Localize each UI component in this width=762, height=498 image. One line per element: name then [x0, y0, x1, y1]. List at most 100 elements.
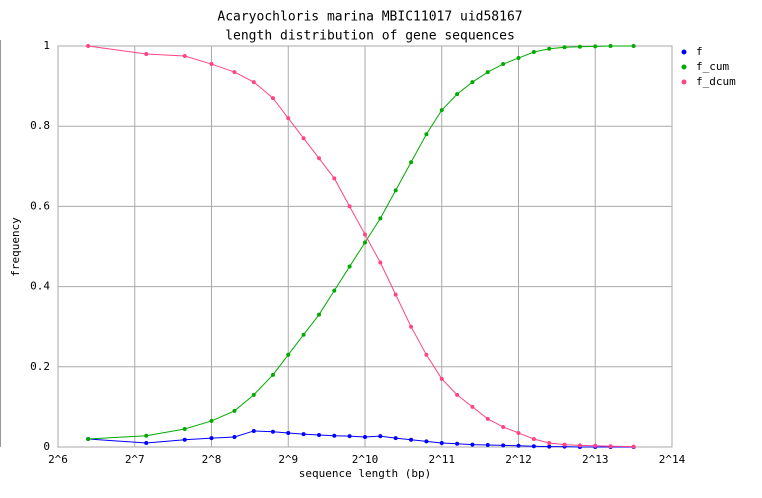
- data-point: [232, 408, 237, 413]
- data-point: [547, 444, 552, 449]
- x-tick-label: 2^14: [659, 453, 686, 466]
- data-point: [593, 44, 598, 49]
- y-tick-label: 0.4: [30, 280, 50, 293]
- data-point: [562, 45, 567, 50]
- data-point: [144, 440, 149, 445]
- data-point: [144, 433, 149, 438]
- data-point: [286, 116, 291, 121]
- y-tick-label: 0.8: [30, 119, 50, 132]
- data-point: [332, 176, 337, 181]
- data-point: [347, 434, 352, 439]
- y-tick-label: 0.2: [30, 360, 50, 373]
- x-tick-label: 2^9: [278, 453, 298, 466]
- data-point: [531, 436, 536, 441]
- data-point: [516, 430, 521, 435]
- data-point: [332, 288, 337, 293]
- data-point: [317, 432, 322, 437]
- data-point: [470, 404, 475, 409]
- data-point: [501, 443, 506, 448]
- data-point: [270, 429, 275, 434]
- x-tick-label: 2^6: [48, 453, 68, 466]
- data-point: [393, 436, 398, 441]
- x-tick-label: 2^10: [352, 453, 379, 466]
- data-point: [232, 434, 237, 439]
- data-point: [270, 96, 275, 101]
- data-point: [485, 70, 490, 75]
- data-point: [363, 240, 367, 245]
- data-point: [455, 392, 460, 397]
- data-point: [608, 444, 613, 449]
- data-point: [232, 70, 237, 75]
- data-point: [378, 260, 383, 265]
- data-point: [516, 443, 521, 448]
- data-point: [439, 108, 444, 113]
- data-point: [317, 156, 322, 161]
- legend-marker: [681, 49, 687, 55]
- data-point: [424, 132, 429, 137]
- x-tick-label: 2^8: [202, 453, 222, 466]
- data-point: [209, 418, 214, 423]
- data-point: [470, 442, 475, 447]
- legend-label: f_dcum: [696, 75, 736, 88]
- data-point: [270, 372, 275, 377]
- data-point: [301, 432, 306, 437]
- data-point: [470, 80, 475, 85]
- data-point: [485, 442, 490, 447]
- data-point: [301, 332, 306, 337]
- data-point: [501, 62, 506, 67]
- data-point: [439, 376, 444, 381]
- y-tick-label: 0: [43, 440, 50, 453]
- data-point: [577, 44, 582, 49]
- data-point: [363, 232, 367, 237]
- data-point: [363, 434, 367, 439]
- data-point: [631, 444, 636, 449]
- x-tick-label: 2^7: [125, 453, 145, 466]
- data-point: [182, 437, 187, 442]
- data-point: [378, 216, 383, 221]
- data-point: [182, 54, 187, 59]
- data-point: [393, 188, 398, 193]
- y-tick-label: 0.6: [30, 199, 50, 212]
- series-line: [88, 430, 634, 448]
- data-point: [516, 56, 521, 61]
- data-point: [317, 312, 322, 317]
- data-point: [332, 433, 337, 438]
- y-tick-label: 1: [43, 39, 50, 52]
- data-point: [531, 50, 536, 55]
- data-point: [577, 443, 582, 448]
- legend-marker: [681, 79, 687, 85]
- data-point: [209, 436, 214, 441]
- data-point: [301, 136, 306, 141]
- data-point: [547, 440, 552, 445]
- legend-label: f: [696, 45, 703, 58]
- series-line: [88, 45, 634, 440]
- chart-subtitle: length distribution of gene sequences: [225, 29, 515, 44]
- data-point: [347, 204, 352, 209]
- y-axis-label: frequency: [9, 217, 22, 277]
- data-point: [209, 62, 214, 67]
- x-tick-label: 2^11: [429, 453, 456, 466]
- data-point: [455, 441, 460, 446]
- legend-label: f_cum: [696, 60, 729, 73]
- data-point: [378, 434, 383, 439]
- data-point: [86, 44, 91, 48]
- data-point: [347, 264, 352, 269]
- data-point: [86, 436, 91, 441]
- data-point: [393, 292, 398, 297]
- data-point: [562, 442, 567, 447]
- legend-marker: [681, 64, 687, 70]
- data-point: [501, 424, 506, 429]
- data-point: [409, 324, 414, 329]
- data-point: [424, 352, 429, 357]
- data-point: [531, 444, 536, 449]
- data-point: [631, 44, 636, 48]
- data-point: [455, 92, 460, 97]
- data-point: [593, 443, 598, 448]
- data-point: [409, 160, 414, 165]
- x-tick-label: 2^13: [582, 453, 609, 466]
- series-line: [88, 45, 634, 448]
- data-point: [251, 428, 256, 433]
- data-point: [409, 437, 414, 442]
